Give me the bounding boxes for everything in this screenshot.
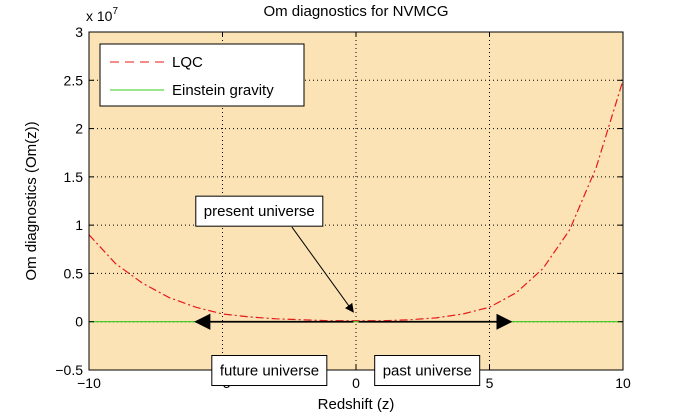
y-tick-label: 1 bbox=[75, 217, 83, 233]
chart-title: Om diagnostics for NVMCG bbox=[263, 3, 448, 20]
annotation-box bbox=[374, 355, 481, 387]
y-exponent-base: x 10 bbox=[86, 8, 113, 24]
x-tick-label: 10 bbox=[615, 375, 631, 391]
y-tick-label: 2 bbox=[75, 121, 83, 137]
annotation-box bbox=[195, 195, 324, 227]
legend-lqc-label: LQC bbox=[172, 54, 203, 71]
annotation-text: present universe bbox=[204, 203, 315, 220]
y-tick-label: −0.5 bbox=[55, 362, 83, 378]
y-exponent-power: 7 bbox=[112, 6, 118, 17]
y-exponent-label: x 107 bbox=[86, 6, 118, 24]
legend: LQC Einstein gravity bbox=[99, 43, 305, 107]
y-tick-label: 0.5 bbox=[64, 265, 84, 281]
annotation-text: future universe bbox=[220, 363, 319, 380]
series-layer bbox=[89, 80, 623, 323]
annotation-past-universe: past universe bbox=[358, 313, 513, 387]
annotation-text: past universe bbox=[383, 363, 472, 380]
x-tick-label: 0 bbox=[352, 375, 360, 391]
y-tick-label: 2.5 bbox=[64, 72, 84, 88]
annotation-arrow bbox=[291, 226, 354, 313]
y-axis-label: Om diagnostics (Om(z)) bbox=[23, 121, 40, 280]
y-tick-label: 1.5 bbox=[64, 169, 84, 185]
legend-einstein-label: Einstein gravity bbox=[172, 82, 274, 99]
series-lqc-line bbox=[89, 80, 623, 322]
annotations: present universe future universe past univ… bbox=[194, 195, 513, 387]
x-axis-label: Redshift (z) bbox=[318, 396, 395, 413]
annotation-box bbox=[211, 355, 328, 387]
y-tick-label: 3 bbox=[75, 24, 83, 40]
x-tick-label: −10 bbox=[77, 375, 101, 391]
annotation-future-universe: future universe bbox=[194, 313, 354, 387]
annotation-present-universe: present universe bbox=[195, 195, 354, 313]
legend-box bbox=[99, 43, 305, 107]
x-tick-label: 5 bbox=[486, 375, 494, 391]
y-tick-label: 0 bbox=[75, 314, 83, 330]
